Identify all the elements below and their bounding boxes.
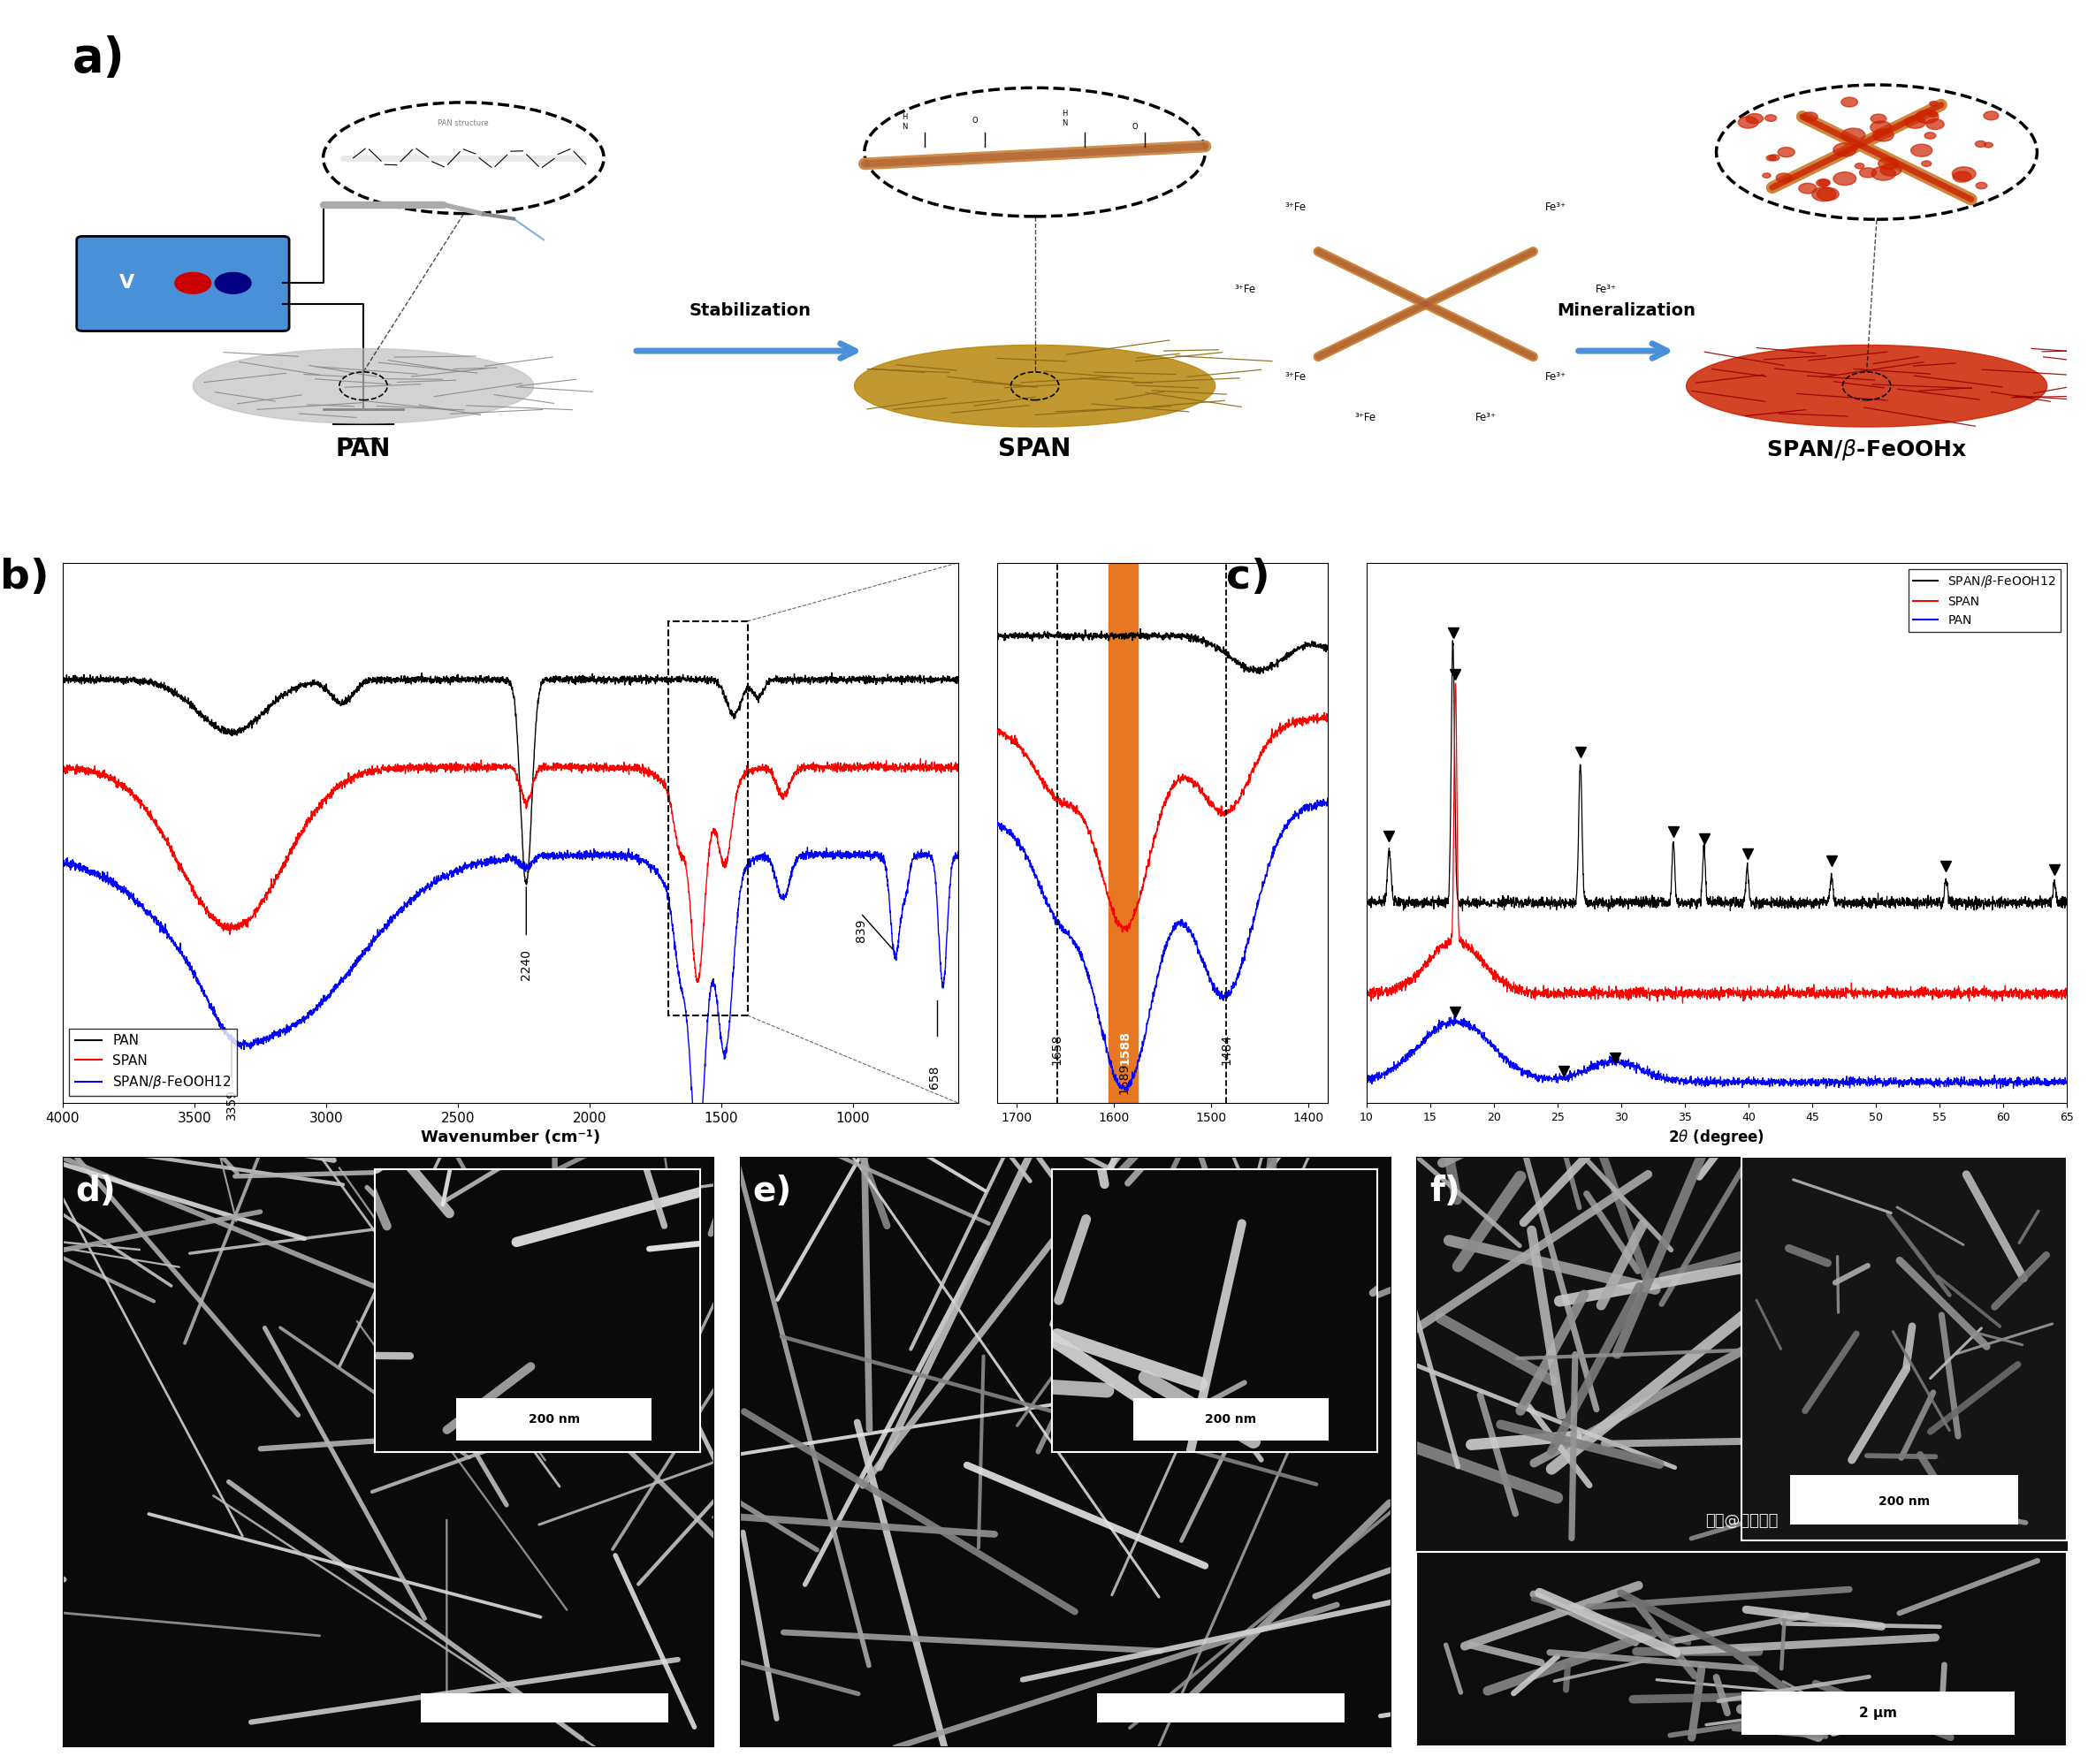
Text: H
N: H N <box>902 113 908 131</box>
Circle shape <box>1873 129 1894 141</box>
Circle shape <box>1769 155 1779 161</box>
Circle shape <box>1746 113 1762 123</box>
Text: ³⁺Fe: ³⁺Fe <box>1284 370 1307 383</box>
Text: 3359: 3359 <box>226 1088 238 1120</box>
Circle shape <box>1904 116 1925 129</box>
Text: c): c) <box>1226 557 1270 598</box>
Circle shape <box>1952 171 1971 182</box>
Text: e): e) <box>752 1175 791 1208</box>
Text: PAN structure: PAN structure <box>438 118 489 127</box>
Text: 1588: 1588 <box>1119 1030 1132 1065</box>
Polygon shape <box>192 349 535 423</box>
Circle shape <box>1854 164 1865 169</box>
Legend: SPAN/$\beta$-FeOOH12, SPAN, PAN: SPAN/$\beta$-FeOOH12, SPAN, PAN <box>1908 570 2061 632</box>
Circle shape <box>1871 115 1885 123</box>
Text: SPAN/$\beta$-FeOOHx: SPAN/$\beta$-FeOOHx <box>1766 437 1967 462</box>
Text: 2 μm: 2 μm <box>524 1700 566 1716</box>
Circle shape <box>1927 118 1944 129</box>
Circle shape <box>175 273 211 293</box>
Circle shape <box>1871 122 1892 134</box>
Text: a): a) <box>73 35 125 81</box>
Circle shape <box>1766 155 1777 161</box>
Circle shape <box>1812 187 1835 201</box>
Circle shape <box>1802 113 1819 122</box>
Circle shape <box>1929 101 1938 106</box>
Text: V: V <box>119 273 134 291</box>
Circle shape <box>1975 182 1988 189</box>
Text: 1658: 1658 <box>1050 1034 1063 1065</box>
Circle shape <box>1737 116 1758 129</box>
Text: PAN: PAN <box>336 437 390 462</box>
Circle shape <box>215 273 251 293</box>
Text: b): b) <box>0 557 48 598</box>
Text: 839: 839 <box>854 919 867 942</box>
Text: d): d) <box>75 1175 117 1208</box>
Text: ³⁺Fe: ³⁺Fe <box>1234 284 1257 295</box>
Bar <box>1098 1693 1345 1723</box>
Circle shape <box>1817 180 1829 187</box>
Text: Stabilization: Stabilization <box>689 303 810 319</box>
Legend: PAN, SPAN, SPAN/$\beta$-FeOOH12: PAN, SPAN, SPAN/$\beta$-FeOOH12 <box>69 1028 236 1095</box>
Circle shape <box>1952 168 1975 180</box>
Circle shape <box>1764 115 1777 122</box>
Circle shape <box>1762 173 1771 178</box>
Circle shape <box>1921 161 1931 166</box>
X-axis label: 2$\theta$ (degree): 2$\theta$ (degree) <box>1668 1127 1764 1147</box>
Text: Fe³⁺: Fe³⁺ <box>1595 284 1616 295</box>
Text: 1589: 1589 <box>1117 1064 1130 1094</box>
Circle shape <box>1871 166 1896 180</box>
Text: 658: 658 <box>929 1065 942 1088</box>
Circle shape <box>1833 143 1856 157</box>
Polygon shape <box>854 346 1215 427</box>
Text: O: O <box>1132 122 1138 131</box>
Text: 知乎@永康乐山: 知乎@永康乐山 <box>1706 1512 1779 1528</box>
Circle shape <box>1917 109 1938 123</box>
Circle shape <box>1984 111 1998 120</box>
X-axis label: Wavenumber (cm⁻¹): Wavenumber (cm⁻¹) <box>420 1129 599 1145</box>
Bar <box>420 1693 668 1723</box>
Text: SPAN: SPAN <box>998 437 1071 462</box>
Circle shape <box>1929 111 1938 116</box>
Text: 2240: 2240 <box>520 949 532 979</box>
Circle shape <box>1911 145 1931 157</box>
Text: 2 μm: 2 μm <box>1201 1700 1242 1716</box>
Circle shape <box>1842 129 1865 143</box>
Text: H
N: H N <box>1063 109 1067 127</box>
Circle shape <box>1777 146 1796 157</box>
Bar <box>668 621 748 1016</box>
Text: Fe³⁺: Fe³⁺ <box>1474 413 1497 423</box>
Circle shape <box>1819 180 1831 185</box>
Text: Mineralization: Mineralization <box>1558 303 1695 319</box>
Text: f): f) <box>1430 1175 1460 1208</box>
Text: Fe³⁺: Fe³⁺ <box>1545 201 1566 213</box>
FancyBboxPatch shape <box>77 236 288 332</box>
Circle shape <box>1879 157 1898 169</box>
Circle shape <box>1925 132 1936 139</box>
Text: ³⁺Fe: ³⁺Fe <box>1355 413 1376 423</box>
Circle shape <box>1860 168 1877 178</box>
Polygon shape <box>1687 346 2046 427</box>
Text: O: O <box>971 116 977 125</box>
Text: Fe³⁺: Fe³⁺ <box>1545 370 1566 383</box>
Bar <box>1109 563 1138 1102</box>
Text: ³⁺Fe: ³⁺Fe <box>1284 201 1307 213</box>
Circle shape <box>1777 173 1792 182</box>
Circle shape <box>1975 141 1986 146</box>
Circle shape <box>1881 164 1902 176</box>
Text: 1484: 1484 <box>1219 1034 1232 1065</box>
Circle shape <box>1798 183 1817 194</box>
Circle shape <box>1833 173 1856 185</box>
Circle shape <box>1817 187 1840 201</box>
Circle shape <box>1842 97 1858 108</box>
Circle shape <box>1984 143 1992 148</box>
